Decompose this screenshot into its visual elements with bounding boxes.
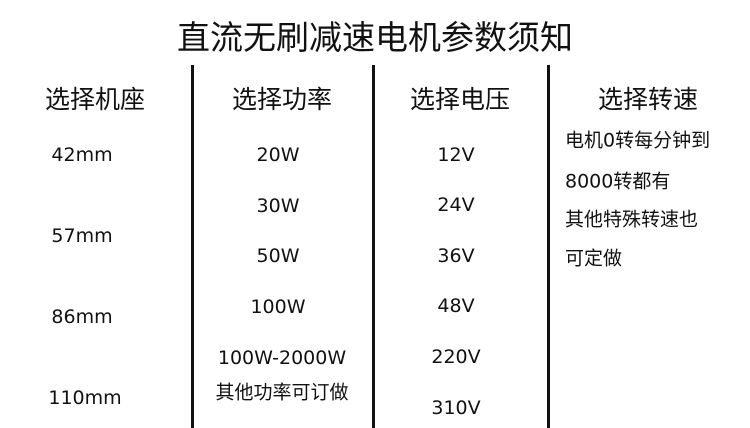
speed-text-line: 可定做 <box>565 247 623 270</box>
power-item: 50W <box>256 245 300 267</box>
header-voltage: 选择电压 <box>409 85 511 114</box>
power-item: 100W-2000W <box>217 347 347 369</box>
header-frame: 选择机座 <box>44 85 146 114</box>
column-divider <box>547 65 550 428</box>
power-item: 100W <box>250 296 306 318</box>
voltage-item: 36V <box>437 245 475 267</box>
voltage-item: 12V <box>437 144 475 166</box>
voltage-item: 220V <box>431 346 481 368</box>
column-divider <box>372 65 375 428</box>
power-item: 20W <box>256 144 300 166</box>
power-item: 30W <box>256 195 300 217</box>
power-item: 其他功率可订做 <box>215 381 349 404</box>
speed-text-line: 8000转都有 <box>565 170 671 193</box>
page-title: 直流无刷减速电机参数须知 <box>177 18 573 57</box>
speed-text-line: 其他特殊转速也 <box>565 208 699 231</box>
speed-text-line: 电机0转每分钟到 <box>565 129 711 152</box>
column-divider <box>191 65 194 428</box>
frame-item: 110mm <box>48 387 122 409</box>
frame-item: 86mm <box>51 306 113 328</box>
header-speed: 选择转速 <box>597 85 699 114</box>
frame-item: 42mm <box>51 144 113 166</box>
voltage-item: 310V <box>431 397 481 419</box>
frame-item: 57mm <box>51 225 113 247</box>
header-power: 选择功率 <box>231 85 333 114</box>
voltage-item: 24V <box>437 194 475 216</box>
voltage-item: 48V <box>437 295 475 317</box>
